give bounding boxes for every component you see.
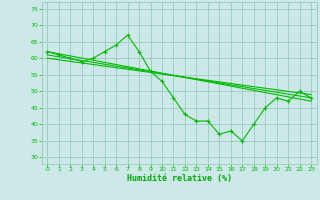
X-axis label: Humidité relative (%): Humidité relative (%) [127,174,232,183]
